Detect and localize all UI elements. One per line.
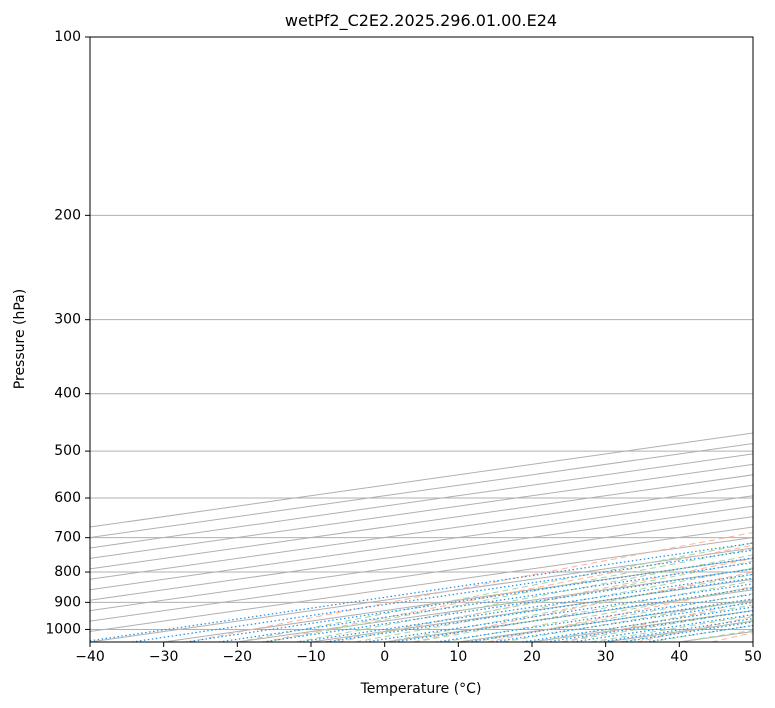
y-tick-label: 300: [54, 312, 81, 328]
isotherm-line: [90, 463, 753, 559]
moist-adiabat-line: [266, 548, 753, 642]
x-tick-label: −10: [296, 649, 326, 665]
isotherm-line: [752, 641, 753, 642]
x-tick-label: 40: [670, 649, 688, 665]
isotherm-line: [90, 453, 753, 549]
mixing-ratio-line: [645, 624, 753, 642]
moist-adiabat-line: [296, 554, 753, 642]
mixing-ratio-line: [262, 568, 753, 642]
plot-frame: [89, 36, 754, 643]
chart-title: wetPf2_C2E2.2025.296.01.00.E24: [285, 11, 557, 31]
mixing-ratio-line: [546, 609, 753, 642]
moist-adiabat-line: [590, 615, 753, 642]
x-tick-label: 30: [597, 649, 615, 665]
x-tick-label: −40: [75, 649, 105, 665]
isotherm-line: [90, 484, 753, 580]
y-tick-label: 200: [54, 207, 81, 223]
mixing-ratio-line: [90, 542, 753, 642]
dry-adiabat-line: [263, 544, 753, 642]
y-tick-label: 900: [54, 594, 81, 610]
x-tick-label: 20: [523, 649, 541, 665]
moist-adiabat-line: [472, 593, 753, 642]
isotherm-line: [90, 537, 753, 633]
y-tick-label: 1000: [45, 621, 81, 637]
y-tick-label: 100: [54, 29, 81, 45]
isotherm-line: [90, 495, 753, 591]
moist-adiabat-line: [531, 604, 753, 642]
moist-adiabat-line: [355, 567, 753, 642]
y-tick-label: 400: [54, 386, 81, 402]
mixing-ratio-line: [467, 598, 753, 642]
x-tick-label: −30: [149, 649, 179, 665]
y-axis-label: Pressure (hPa): [12, 289, 28, 389]
dry-adiabat-line: [412, 571, 753, 642]
mixing-ratio-line: [131, 549, 753, 642]
y-tick-label: 600: [54, 490, 81, 506]
dry-adiabat-line: [562, 600, 753, 642]
isotherm-line: [90, 505, 753, 601]
mixing-ratio-line: [185, 557, 753, 642]
y-tick-label: 700: [54, 530, 81, 546]
x-tick-label: 50: [744, 649, 762, 665]
moist-adiabat-line: [443, 586, 753, 642]
dry-adiabat-line: [188, 531, 753, 642]
mixing-ratio-line: [572, 613, 753, 642]
moist-adiabat-line: [237, 542, 753, 642]
dry-adiabat-line: [711, 632, 753, 642]
isotherm-line: [90, 516, 753, 612]
dry-adiabat-line: [487, 585, 753, 642]
isotherm-line: [90, 526, 753, 622]
x-tick-label: 0: [380, 649, 389, 665]
isotherm-line: [310, 578, 753, 642]
y-tick-label: 500: [54, 443, 81, 459]
mixing-ratio-line: [492, 601, 753, 642]
moist-adiabat-line: [384, 573, 753, 642]
x-axis-label: Temperature (°C): [360, 681, 482, 697]
y-tick-label: 800: [54, 564, 81, 580]
isotherm-line: [163, 557, 753, 642]
x-tick-label: −20: [223, 649, 253, 665]
isotherm-line: [90, 474, 753, 570]
mixing-ratio-line: [522, 606, 753, 642]
x-tick-label: 10: [449, 649, 467, 665]
